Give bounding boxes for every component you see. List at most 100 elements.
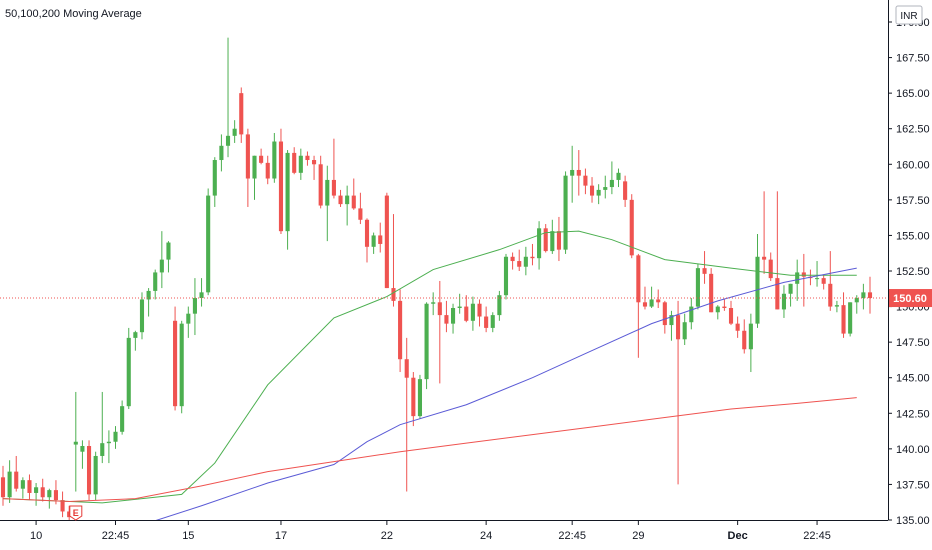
candle [431, 292, 436, 316]
candle [305, 151, 310, 166]
candle [676, 300, 681, 485]
candle-body [709, 273, 714, 313]
candle-body [583, 175, 588, 186]
candle-body [411, 377, 416, 417]
candle-body [603, 187, 608, 190]
candle [517, 249, 522, 271]
candle [748, 313, 753, 373]
candle-body [437, 302, 442, 316]
candle [20, 477, 25, 499]
candle-body [113, 431, 118, 442]
candle [828, 251, 833, 311]
candle [120, 400, 125, 435]
candle [722, 299, 727, 311]
candle [259, 148, 264, 165]
y-tick-label: 145.00 [896, 373, 930, 385]
candle [27, 474, 32, 501]
candle [464, 295, 469, 323]
candle-body [186, 313, 191, 324]
candle [212, 157, 217, 207]
candle [7, 460, 12, 503]
candle-body [702, 268, 707, 274]
candle [834, 300, 839, 313]
candle [781, 285, 787, 318]
candle-body [762, 256, 767, 260]
candle [47, 488, 52, 509]
candle-body [556, 231, 561, 250]
candle [841, 292, 846, 338]
candle-body [351, 195, 356, 209]
y-tick-label: 147.50 [896, 337, 930, 349]
candle-body [834, 305, 839, 307]
candle-body [841, 305, 846, 334]
candle-body [47, 490, 52, 498]
candle [444, 300, 449, 333]
candle [457, 293, 462, 314]
y-tick-label: 157.50 [896, 195, 930, 207]
candle [73, 391, 78, 492]
candle-body [682, 322, 687, 340]
candle [358, 192, 363, 225]
candle-body [596, 189, 601, 196]
candle [450, 303, 456, 334]
candle-body [126, 337, 131, 407]
candle [417, 374, 423, 419]
last-price-label: 150.60 [893, 293, 927, 305]
candle [278, 128, 284, 235]
candle-body [73, 441, 78, 445]
candle-body [715, 306, 720, 313]
candle-body [649, 299, 654, 307]
candle-body [742, 330, 747, 350]
candle-body [424, 303, 429, 380]
candle [775, 191, 780, 310]
candle [629, 194, 634, 259]
candle [484, 306, 489, 333]
candles-layer [0, 37, 873, 520]
candle-body [27, 480, 32, 493]
candle [232, 120, 237, 143]
candle-body [828, 283, 833, 307]
y-tick-label: 165.00 [896, 88, 930, 100]
y-tick-label: 162.50 [896, 124, 930, 136]
candle-body [146, 290, 151, 300]
candle [34, 483, 39, 506]
candle [80, 440, 85, 469]
candle-body [20, 480, 25, 489]
candle-body [120, 406, 125, 432]
candle-body [338, 195, 343, 205]
candle [437, 280, 442, 384]
candle-body [695, 268, 700, 307]
candle [338, 189, 343, 207]
candle [298, 148, 303, 180]
chart-title: 50,100,200 Moving Average [5, 8, 142, 20]
candle-body [510, 256, 515, 262]
x-tick-label: 22:45 [803, 530, 831, 542]
candle [616, 168, 621, 188]
candle-body [139, 299, 145, 333]
earnings-marker[interactable]: E [69, 505, 83, 521]
candle-body [192, 298, 197, 314]
candle-body [166, 242, 171, 260]
candle-body [676, 315, 681, 340]
candle-body [815, 278, 820, 280]
ma100-line [155, 267, 857, 520]
candle [815, 261, 820, 287]
candle [199, 278, 204, 307]
candle-body [728, 307, 734, 324]
currency-badge[interactable]: INR [895, 5, 923, 25]
candle [133, 330, 138, 351]
candle-body [100, 443, 105, 456]
candle [351, 178, 356, 210]
candle-body [14, 471, 19, 489]
earnings-label: E [73, 508, 79, 518]
ma50-line [2, 230, 857, 504]
candle-body [821, 278, 826, 284]
candle [206, 188, 211, 296]
candle-body [40, 487, 45, 498]
candle [821, 275, 826, 290]
candle [159, 231, 164, 289]
candle-body [503, 256, 509, 296]
candle-body [153, 272, 158, 291]
